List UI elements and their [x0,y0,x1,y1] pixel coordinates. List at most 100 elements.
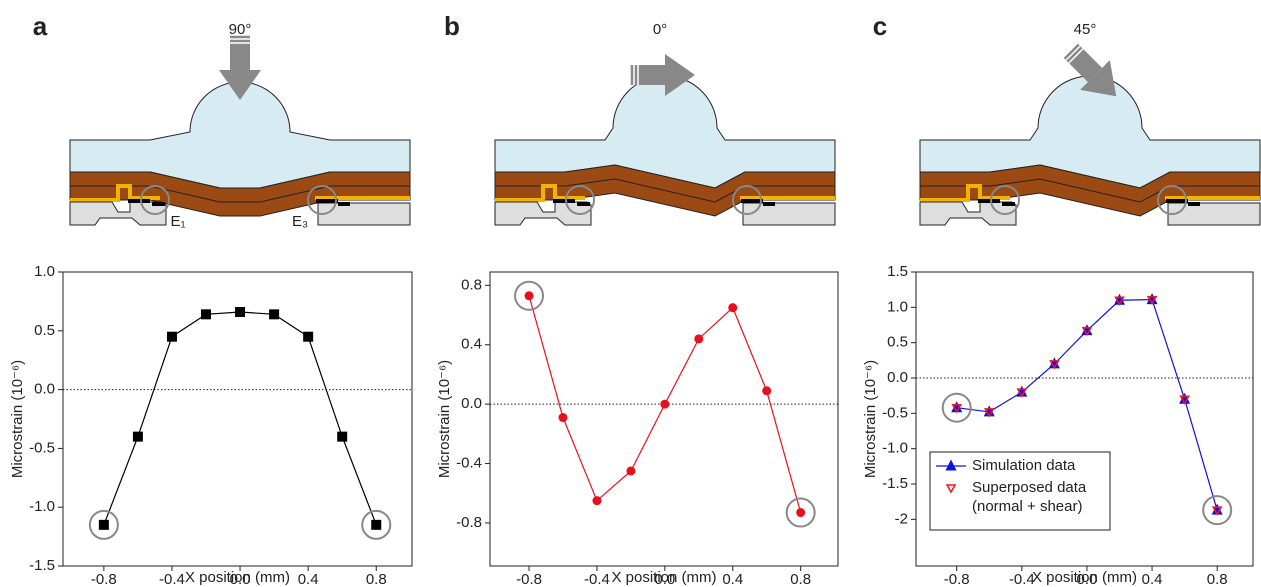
panel-label: a [33,11,48,41]
data-point [337,431,348,442]
data-point [201,309,212,320]
plot-frame [62,271,413,567]
y-tick-label: -0.4 [456,455,482,472]
data-point [1179,392,1191,404]
data-point [166,331,177,342]
data-point [1179,395,1190,405]
y-tick-label: 1.0 [887,298,908,315]
panel-label: b [444,11,460,41]
data-point [371,519,382,530]
data-point [1146,293,1158,305]
y-axis-label: Microstrain (10⁻⁶) [436,360,453,478]
legend-box [929,451,1111,531]
data-point [303,331,314,342]
panel-label: c [873,11,887,41]
data-point [1114,296,1125,306]
highlight-circle [514,280,545,311]
data-point [235,306,246,317]
y-tick-label: 0.0 [461,395,482,412]
legend-label: Simulation data [972,457,1076,474]
y-tick-label: -1.0 [882,440,908,457]
x-tick-label: -0.8 [944,571,970,587]
y-tick-label: 1.0 [34,263,55,280]
legend-label: Superposed data (normal + shear) [972,479,1087,515]
data-point [1211,506,1223,516]
data-point [983,408,995,418]
data-point [1081,326,1093,337]
y-tick-label: -0.8 [456,514,482,531]
legend-entry: Superposed data (normal + shear) [972,479,1087,515]
x-tick-label: 0.0 [1077,571,1098,587]
data-point [626,466,636,476]
device-diagram [918,74,1261,227]
data-point [945,484,957,494]
legend-entry: Simulation data [972,457,1076,474]
x-tick-label: -0.8 [91,571,117,587]
plot-frame [489,271,839,567]
data-point [951,401,963,413]
device-diagram [493,74,837,227]
data-point [1081,324,1093,336]
x-tick-label: 0.4 [298,571,319,587]
y-tick-label: 0.0 [34,381,55,398]
data-point [983,405,995,417]
y-tick-label: 0.5 [34,322,55,339]
data-point [132,431,143,442]
highlight-circle [785,497,816,528]
y-tick-label: 0.4 [461,336,482,353]
data-point [694,334,704,344]
electrode-label: E₃ [292,213,308,230]
data-point [1146,295,1158,306]
series-line [103,311,377,526]
y-tick-label: 0.5 [887,334,908,351]
y-axis-label: Microstrain (10⁻⁶) [862,360,879,478]
x-tick-label: -0.8 [516,571,542,587]
y-tick-label: 0.0 [887,369,908,386]
data-point [728,303,738,313]
data-point [592,496,602,506]
electrode-label: E₁ [170,213,185,230]
data-point [1049,360,1060,370]
y-tick-label: -0.5 [29,439,55,456]
x-tick-label: 0.8 [366,571,387,587]
y-tick-label: -0.5 [882,404,908,421]
x-tick-label: 0.0 [654,571,675,587]
highlight-circle [1202,495,1233,526]
data-point [269,309,280,320]
device-diagram [68,80,412,227]
x-tick-label: 0.0 [230,571,251,587]
data-point [796,508,806,518]
highlight-circle [941,392,972,423]
highlight-circle [361,509,392,540]
data-point [1016,385,1028,397]
angle-label: 45° [1074,21,1097,38]
x-tick-label: -0.4 [159,571,185,587]
angle-label: 90° [229,21,252,38]
x-tick-label: 0.8 [790,571,811,587]
x-axis-label: X position (mm) [611,569,716,586]
data-point [524,291,534,301]
data-point [98,519,109,530]
highlight-circle [88,509,119,540]
data-point [1211,503,1223,515]
data-point [762,386,772,396]
data-point [945,459,957,471]
data-point [951,403,962,414]
data-point [1048,357,1060,369]
data-point [558,413,568,423]
x-tick-label: 0.8 [1207,571,1228,587]
data-point [660,399,670,409]
plot-frame [915,271,1254,567]
x-tick-label: 0.4 [722,571,743,587]
y-tick-label: 0.8 [461,276,482,293]
y-tick-label: -2 [895,510,908,527]
x-axis-label: X position (mm) [1032,569,1137,586]
x-tick-label: -0.4 [584,571,610,587]
y-tick-label: -1.5 [882,475,908,492]
y-axis-label: Microstrain (10⁻⁶) [9,360,26,478]
data-point [1016,388,1028,398]
y-tick-label: -1.5 [29,557,55,574]
y-tick-label: -1.0 [29,498,55,515]
